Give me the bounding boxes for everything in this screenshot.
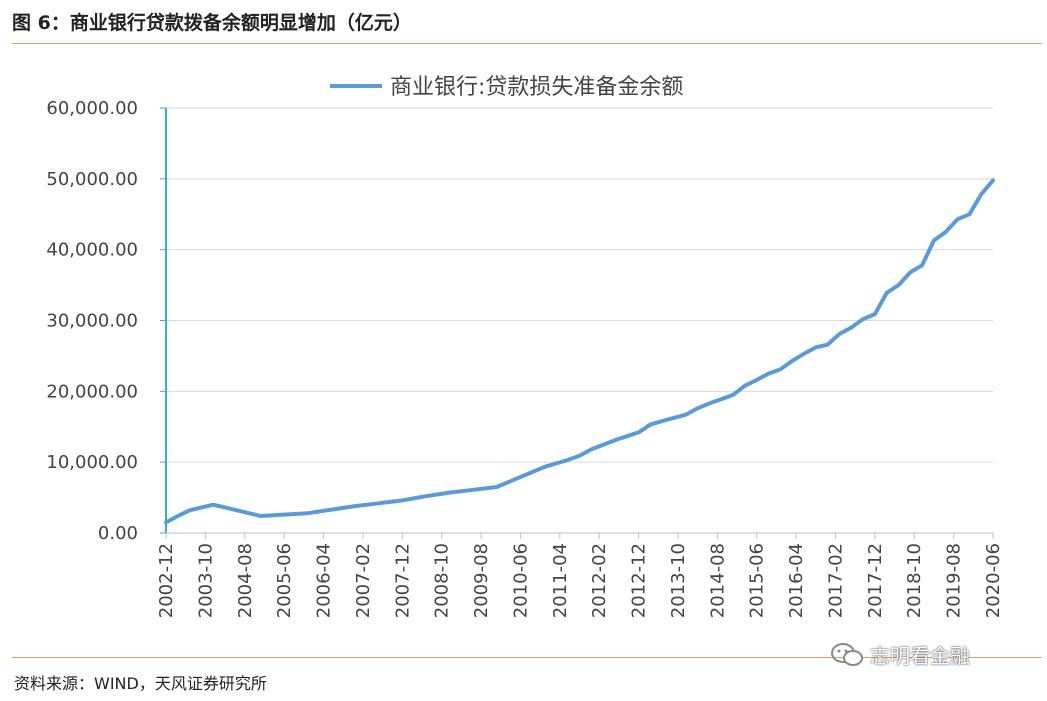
y-tick-label: 40,000.00 <box>46 240 138 261</box>
legend: 商业银行:贷款损失准备金余额 <box>330 75 683 100</box>
y-tick-label: 60,000.00 <box>46 98 138 119</box>
series-layer <box>164 178 995 525</box>
figure-title: 图 6：商业银行贷款拨备余额明显增加（亿元） <box>12 12 412 34</box>
series-line <box>164 178 995 525</box>
x-tick-label: 2004-08 <box>235 543 256 618</box>
legend-label: 商业银行:贷款损失准备金余额 <box>390 75 683 100</box>
x-tick-label: 2015-06 <box>747 543 768 618</box>
x-tick-label: 2012-12 <box>629 543 650 618</box>
y-tick-label: 10,000.00 <box>46 452 138 473</box>
x-tick-label: 2013-10 <box>668 543 689 618</box>
line-chart: 0.00 10,000.00 20,000.00 30,000.00 40,000.00… <box>46 75 1004 618</box>
wechat-icon <box>831 642 863 666</box>
x-tick-label: 2003-10 <box>195 543 216 618</box>
x-tick-label: 2005-06 <box>274 543 295 618</box>
y-tick-label: 50,000.00 <box>46 169 138 190</box>
source-note: 资料来源：WIND，天风证券研究所 <box>14 674 267 693</box>
x-tick-label: 2006-04 <box>314 543 335 618</box>
y-axis-ticks: 0.00 10,000.00 20,000.00 30,000.00 40,000.00… <box>46 98 166 544</box>
y-tick-label: 30,000.00 <box>46 311 138 332</box>
x-tick-label: 2007-02 <box>353 543 374 618</box>
x-tick-label: 2011-04 <box>550 543 571 618</box>
x-tick-label: 2017-12 <box>865 543 886 618</box>
watermark: 志明看金融 <box>830 640 970 669</box>
x-tick-label: 2007-12 <box>392 543 413 618</box>
x-tick-label: 2010-06 <box>510 543 531 618</box>
x-tick-label: 2012-02 <box>589 543 610 618</box>
x-tick-label: 2017-02 <box>825 543 846 618</box>
gridlines <box>166 107 993 463</box>
footer-divider <box>12 657 1042 658</box>
x-tick-label: 2019-08 <box>944 543 965 618</box>
title-divider <box>12 43 1042 44</box>
y-tick-label: 0.00 <box>98 523 138 544</box>
x-axis-ticks: 2002-12 2003-10 2004-08 2005-06 2006-04 2007-… <box>156 533 1004 618</box>
y-tick-label: 20,000.00 <box>46 381 138 402</box>
x-tick-label: 2020-06 <box>983 543 1004 618</box>
x-tick-label: 2008-10 <box>432 543 453 618</box>
x-tick-label: 2002-12 <box>156 543 177 618</box>
x-tick-label: 2016-04 <box>786 543 807 618</box>
x-tick-label: 2014-08 <box>707 543 728 618</box>
x-tick-label: 2009-08 <box>471 543 492 618</box>
x-tick-label: 2018-10 <box>904 543 925 618</box>
watermark-text: 志明看金融 <box>870 644 970 668</box>
